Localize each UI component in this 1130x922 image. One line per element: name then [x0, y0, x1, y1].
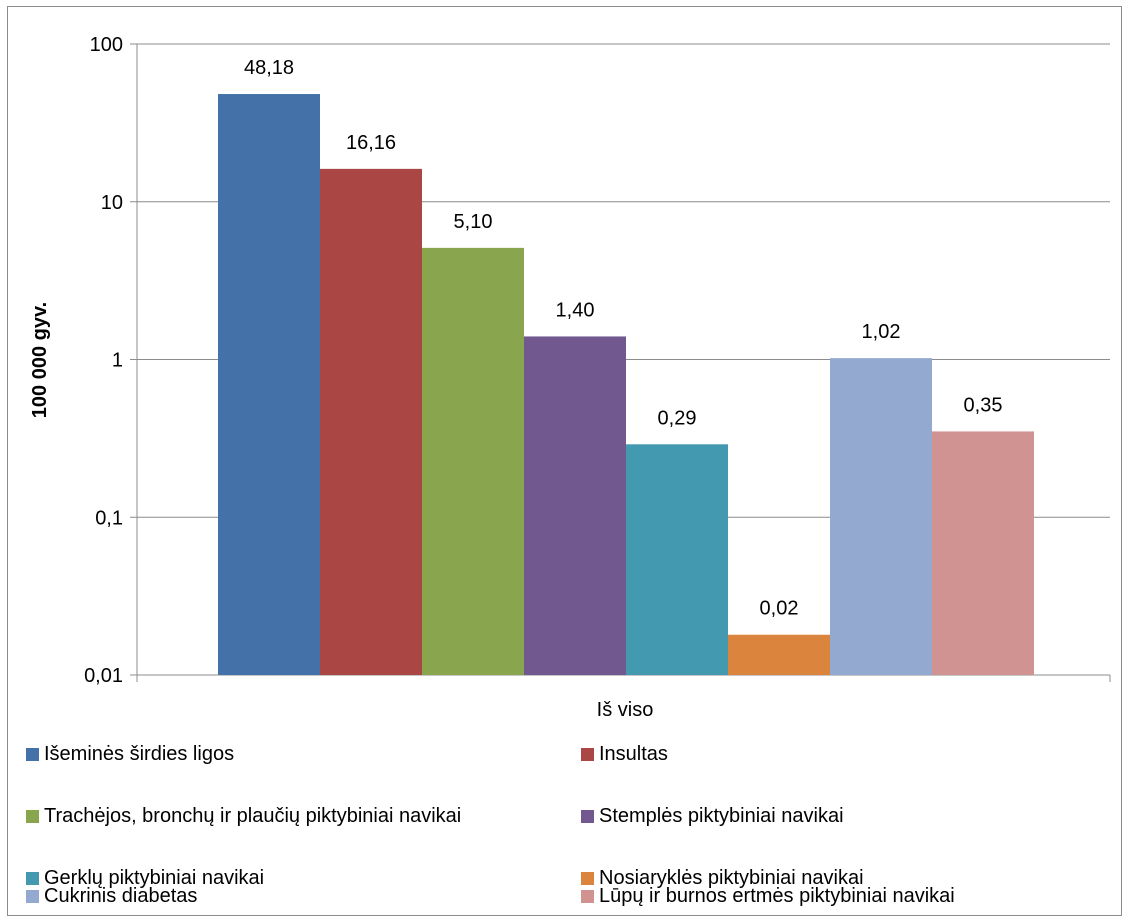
data-label: 16,16: [346, 132, 396, 154]
bar: [422, 247, 524, 675]
data-label: 0,29: [658, 407, 697, 429]
data-label: 0,02: [760, 598, 799, 620]
data-label: 48,18: [244, 57, 294, 79]
bar: [218, 94, 320, 675]
bars: [218, 94, 1034, 675]
y-axis-title: 100 000 gyv.: [29, 302, 51, 418]
bar: [830, 358, 932, 675]
y-tick-label: 0,1: [95, 507, 123, 529]
bar: [524, 336, 626, 675]
data-label: 0,35: [964, 394, 1003, 416]
data-labels: 48,18 16,16 5,10 1,40 0,29 0,02 1,02 0,35: [244, 57, 1003, 620]
data-label: 1,40: [556, 299, 595, 321]
bar: [932, 431, 1034, 675]
bar: [626, 444, 728, 675]
y-tick-label: 0,01: [84, 665, 123, 687]
data-label: 5,10: [454, 211, 493, 233]
y-tick-label: 10: [101, 192, 123, 214]
x-axis-category-label: Iš viso: [597, 699, 654, 721]
y-tick-label: 100: [90, 34, 123, 56]
bar: [728, 634, 830, 675]
bar: [320, 168, 422, 675]
axes: 0,01 0,1 1 10 100: [84, 34, 1111, 687]
data-label: 1,02: [862, 321, 901, 343]
y-tick-label: 1: [112, 350, 123, 372]
